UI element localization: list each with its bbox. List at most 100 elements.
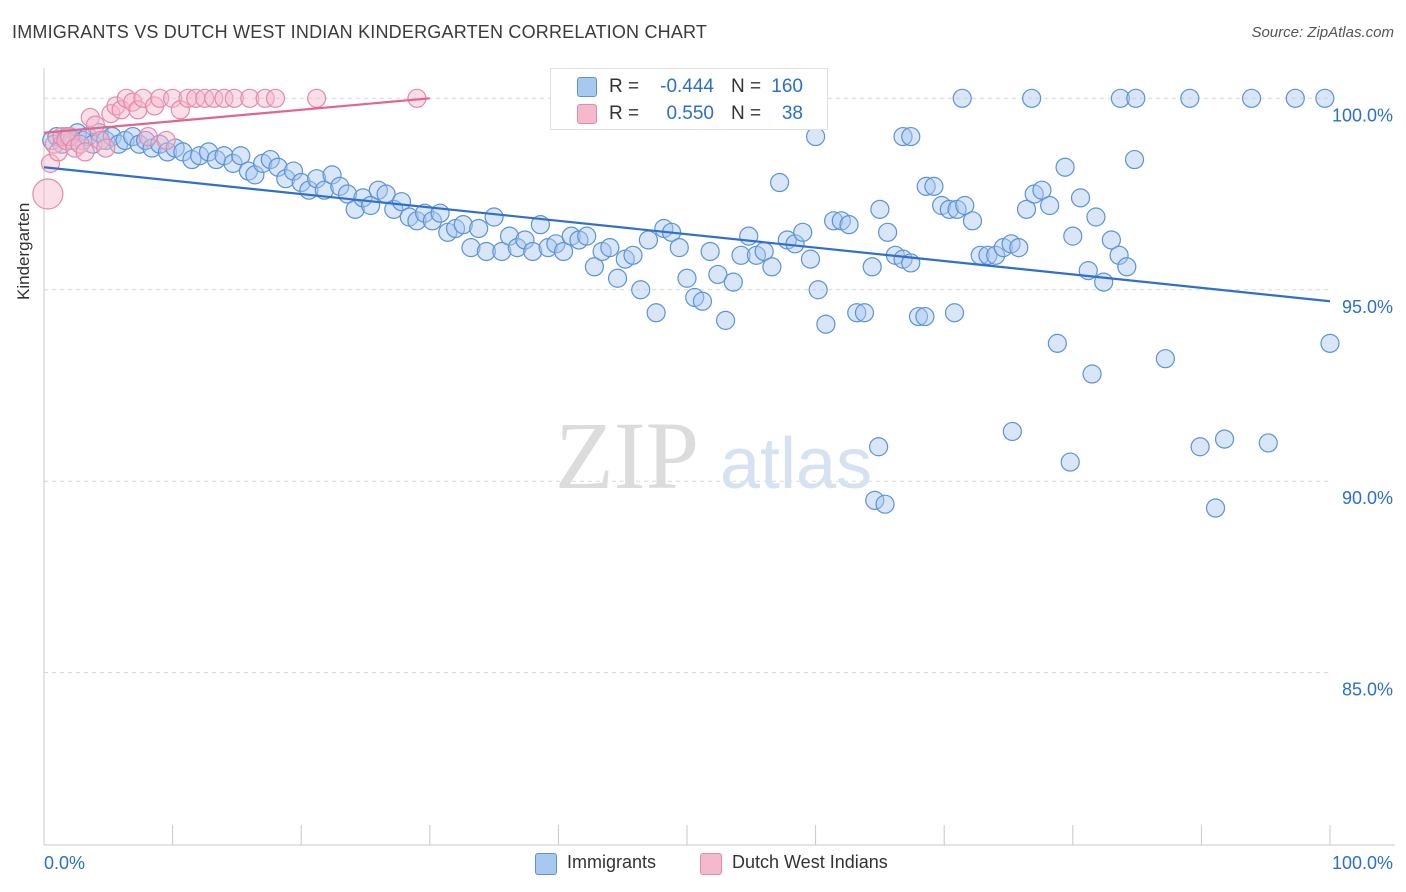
immigrants-point: [415, 203, 435, 223]
immigrants-point: [952, 88, 972, 108]
immigrants-point: [492, 241, 512, 262]
immigrants-point: [1205, 498, 1226, 518]
immigrants-point: [646, 303, 666, 323]
dutch-west-indians-point: [75, 142, 95, 162]
y-tick-label: 85.0%: [1342, 680, 1393, 700]
immigrants-point: [607, 268, 628, 288]
dutch-west-indians-point: [265, 88, 286, 108]
immigrants-point: [1180, 88, 1200, 108]
dutch-west-indians-point: [138, 126, 158, 147]
stats-row-immigrants: R = -0.444 N = 160: [551, 73, 827, 99]
immigrants-point: [553, 241, 574, 262]
immigrants-point: [515, 230, 535, 250]
dutch-west-indians-point: [307, 88, 327, 108]
immigrants-point: [469, 218, 489, 239]
tick-labels: 100.0% 95.0% 90.0% 85.0% 0.0% 100.0%: [44, 105, 1393, 873]
immigrants-point: [854, 303, 875, 323]
immigrants-point: [231, 146, 251, 166]
immigrants-point: [1022, 88, 1042, 108]
immigrants-point: [865, 490, 885, 510]
immigrants-point: [123, 126, 143, 147]
watermark-atlas: atlas: [720, 424, 872, 504]
immigrants-point: [1117, 257, 1137, 277]
immigrants-point: [869, 437, 889, 457]
immigrants-point: [1009, 238, 1029, 258]
immigrants-point: [314, 180, 334, 200]
immigrants-point: [322, 165, 342, 185]
y-tick-label: 100.0%: [1332, 105, 1393, 125]
immigrants-point: [875, 494, 895, 514]
immigrants-point: [708, 264, 728, 285]
trend-lines: [43, 97, 1331, 303]
immigrants-point: [769, 172, 790, 193]
watermark: ZIP atlas: [555, 402, 872, 509]
axes: [43, 68, 1395, 846]
immigrants-point: [1055, 157, 1075, 177]
immigrants-point: [924, 176, 944, 196]
n-label: N =: [731, 103, 762, 124]
n-value: 38: [781, 103, 803, 124]
chart-title: IMMIGRANTS VS DUTCH WEST INDIAN KINDERGA…: [12, 22, 708, 42]
immigrants-point: [1047, 333, 1067, 353]
r-label: R =: [609, 76, 640, 97]
immigrants-point: [523, 241, 543, 262]
immigrants-point: [1063, 226, 1083, 246]
immigrants-point: [731, 245, 751, 265]
immigrants-point: [1040, 195, 1060, 216]
immigrants-point: [808, 280, 828, 300]
immigrants-point: [353, 188, 373, 208]
stats-legend: R = -0.444 N = 160 R = 0.550 N = 38: [550, 68, 828, 130]
x-tick-label: 100.0%: [1332, 853, 1393, 873]
immigrants-point: [1082, 364, 1102, 384]
immigrants-point: [276, 169, 296, 189]
dutch-west-indians-point: [178, 88, 198, 108]
immigrants-point: [584, 257, 605, 277]
immigrants-point: [507, 238, 527, 258]
immigrants-point: [1258, 433, 1278, 453]
immigrants-swatch: [577, 77, 597, 97]
immigrants-point: [245, 165, 265, 185]
source-note: Source: ZipAtlas.com: [1251, 24, 1394, 41]
immigrants-point: [878, 222, 898, 242]
immigrants-point: [986, 245, 1006, 265]
immigrants-point: [839, 215, 859, 235]
immigrants-point: [330, 176, 350, 196]
r-value: -0.444: [660, 76, 714, 97]
immigrants-point: [407, 211, 427, 231]
immigrants-trend-line: [43, 166, 1331, 303]
immigrants-point: [915, 306, 935, 327]
dutch-west-indians-point: [214, 88, 234, 108]
immigrants-point: [816, 314, 836, 334]
r-value: 0.550: [666, 103, 714, 124]
immigrants-point: [847, 303, 867, 323]
immigrants-point: [805, 126, 826, 147]
immigrants-point: [715, 310, 736, 330]
dutch-west-indians-point: [255, 88, 275, 108]
dutch-west-indians-point: [170, 100, 190, 120]
dutch-west-indians-point: [240, 88, 260, 108]
immigrants-point: [484, 207, 504, 227]
x-tick-label: 0.0%: [44, 853, 85, 873]
immigrants-point: [824, 211, 844, 231]
dutch-west-indians-point: [156, 130, 176, 151]
y-tick-label: 90.0%: [1342, 488, 1393, 508]
immigrants-point: [623, 245, 643, 265]
immigrants-point: [1214, 429, 1235, 449]
immigrants-point: [700, 241, 720, 262]
immigrants-point: [391, 192, 412, 212]
immigrants-point: [793, 222, 813, 242]
immigrants-point: [307, 169, 327, 189]
immigrants-point: [1320, 333, 1340, 353]
y-tick-label: 95.0%: [1342, 297, 1393, 317]
immigrants-point: [677, 268, 697, 288]
immigrants-point: [577, 226, 597, 246]
immigrants-point: [800, 249, 821, 269]
dutch-west-indians-point: [65, 138, 85, 158]
immigrants-point: [1241, 88, 1262, 108]
immigrants-point: [893, 126, 913, 147]
immigrants-point: [908, 306, 929, 327]
dutch-west-indians-point: [111, 100, 131, 120]
immigrants-point: [978, 245, 998, 265]
immigrants-point: [638, 230, 659, 250]
